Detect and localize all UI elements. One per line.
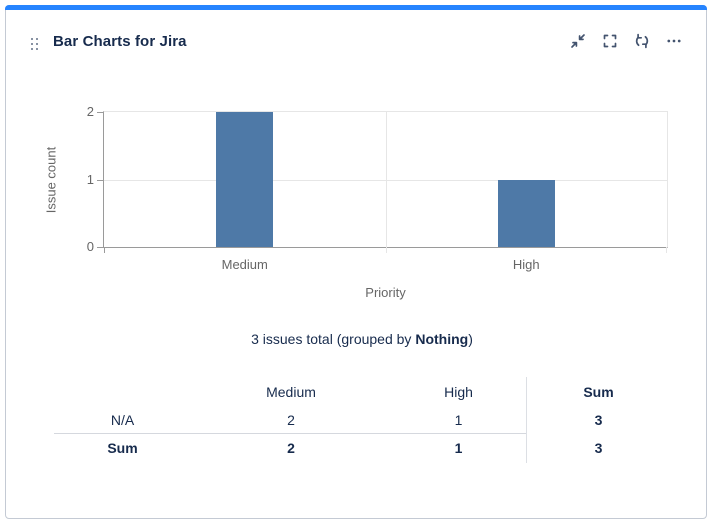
gadget-accent-bar [5, 5, 707, 10]
bar-medium[interactable] [216, 112, 274, 247]
table-header-sum: Sum [583, 384, 614, 400]
gadget-card: Bar Charts for Jira [5, 5, 707, 519]
bar-high[interactable] [497, 179, 555, 247]
issues-summary: 3 issues total (grouped by Nothing) [6, 331, 712, 347]
refresh-icon[interactable] [633, 32, 650, 49]
more-icon[interactable] [665, 32, 682, 49]
summary-suffix: ) [468, 331, 473, 347]
x-category-label: High [512, 257, 540, 272]
table-cell: 2 [287, 412, 295, 428]
table-sum-row-divider [54, 433, 526, 434]
x-tick-mark [104, 247, 105, 253]
gadget-title: Bar Charts for Jira [53, 33, 187, 50]
summary-prefix: 3 issues total (grouped by [251, 331, 416, 347]
table-header-empty [54, 378, 191, 406]
table-header-medium: Medium [266, 384, 316, 400]
gadget-header: Bar Charts for Jira [6, 32, 706, 66]
table-cell: 1 [454, 412, 463, 428]
bar-chart-plot-area: Issue count Priority 0 1 2 Medium High [44, 105, 668, 300]
table-cell: 2 [287, 440, 295, 456]
x-gridline [385, 112, 387, 253]
table-row-label: Sum [107, 440, 138, 456]
collapse-icon[interactable] [569, 32, 586, 49]
x-tick-mark [666, 247, 667, 253]
table-row-label: N/A [110, 412, 135, 428]
y-tick-label: 1 [86, 171, 94, 187]
table-cell-sum: 3 [594, 412, 603, 428]
fullscreen-icon[interactable] [601, 32, 618, 49]
y-tick-mark [97, 179, 104, 181]
table-sum-column-divider [526, 377, 527, 463]
x-category-label: Medium [221, 257, 268, 272]
x-axis-title: Priority [365, 285, 406, 300]
table-cell: 1 [454, 440, 463, 456]
totals-table: Medium High Sum N/A 2 1 3 Sum 2 1 3 [54, 378, 671, 462]
table-header-high: High [444, 384, 473, 400]
drag-handle-icon[interactable] [31, 38, 41, 52]
gadget-toolbar [569, 32, 682, 49]
y-axis-title: Issue count [43, 146, 59, 213]
table-cell-sum: 3 [594, 440, 603, 456]
summary-groupby: Nothing [415, 331, 469, 347]
y-tick-label: 0 [86, 239, 94, 254]
y-tick-mark [97, 112, 104, 113]
y-tick-mark [97, 247, 104, 248]
y-tick-label: 2 [86, 104, 94, 119]
